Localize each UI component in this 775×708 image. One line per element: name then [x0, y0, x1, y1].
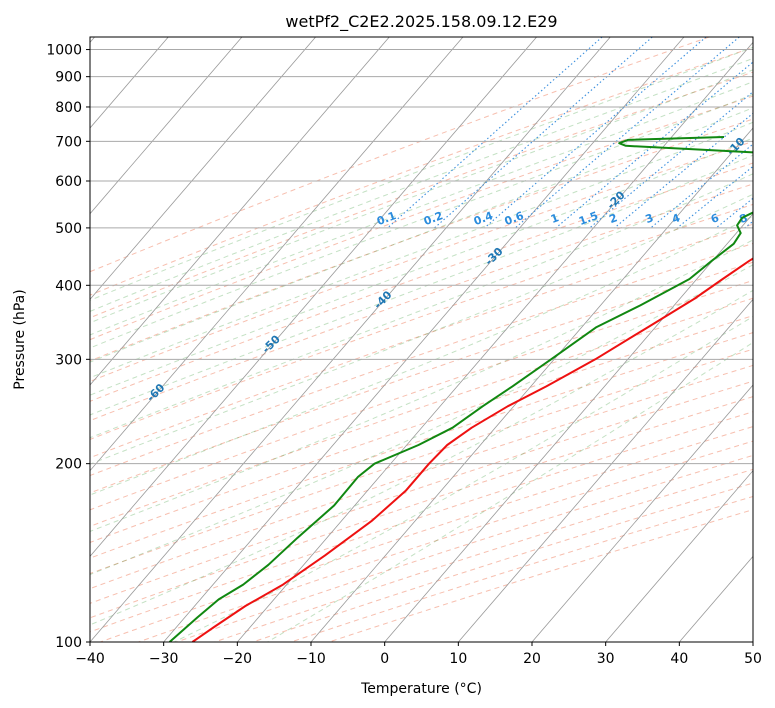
moist-adiabat-line: [267, 341, 753, 642]
moist-adiabat-line: [90, 46, 753, 301]
y-tick-label: 200: [55, 457, 82, 473]
mixing-ratio-line: [767, 37, 775, 228]
plot-frame: [89, 36, 754, 643]
dry-adiabat-line: [90, 364, 753, 590]
mixing-ratio-label: 0.6: [503, 209, 526, 228]
dry-adiabat-line: [214, 468, 753, 642]
moist-adiabat-line: [90, 69, 753, 324]
dry-adiabat-line: [290, 495, 753, 642]
dry-adiabat-line: [90, 95, 753, 341]
moist-adiabats: [90, 46, 753, 642]
x-tick-label: 0: [380, 651, 389, 667]
dry-adiabat-line: [90, 242, 753, 477]
x-axis-ticks: −40 −30 −20 −10 0 10 20 30 40 50: [75, 642, 762, 667]
y-axis-label: Pressure (hPa): [12, 289, 28, 389]
mixing-ratio-label: 0.1: [375, 209, 398, 228]
dry-adiabat-line: [90, 261, 753, 494]
y-tick-label: 500: [55, 221, 82, 237]
y-tick-label: 400: [55, 278, 82, 294]
moist-adiabat-line: [90, 289, 753, 626]
y-tick-label: 800: [55, 100, 82, 116]
dry-adiabat-line: [90, 297, 753, 527]
x-tick-label: −10: [296, 651, 326, 667]
plot-area: -100-90-80-70-60-50-40-30-20-10010203040…: [29, 37, 775, 642]
y-tick-label: 700: [55, 134, 82, 150]
mixing-ratio-label: 2: [607, 211, 619, 226]
mixing-ratio-label: 1.5: [577, 209, 600, 228]
isotherm-line: [752, 641, 753, 642]
dry-adiabat-line: [90, 223, 753, 459]
x-tick-label: 50: [744, 651, 762, 667]
mixing-ratio-label: 3: [644, 211, 656, 226]
isotherms: [90, 37, 753, 642]
mixing-ratio-line: [614, 112, 753, 229]
moist-adiabat-line: [90, 121, 753, 379]
isotherm-line: [237, 41, 753, 642]
moist-adiabat-line: [90, 154, 753, 416]
x-tick-label: 30: [597, 651, 615, 667]
temperature-profile-line: [191, 257, 753, 642]
dry-adiabat-line: [90, 332, 753, 559]
isotherm-line: [90, 37, 243, 215]
isotherm-line: [531, 384, 753, 642]
mixing-ratio-label: 10: [757, 210, 775, 228]
y-tick-label: 600: [55, 174, 82, 190]
mixing-ratio-label: 0.4: [472, 209, 495, 228]
mixing-ratio-label: 1: [549, 211, 561, 226]
isotherm-line: [90, 37, 316, 300]
mixing-ratio-lines: [387, 37, 775, 229]
y-tick-label: 900: [55, 70, 82, 86]
dry-adiabat-line: [90, 315, 753, 543]
y-axis-ticks: 100 200 300 400 500 600 700 800 900 1000: [46, 43, 90, 651]
isotherm-line: [310, 127, 753, 642]
mixing-ratio-line: [434, 37, 653, 229]
x-tick-label: −40: [75, 651, 105, 667]
dewpoint-profile-line: [168, 136, 753, 642]
dry-adiabat-line: [100, 426, 753, 642]
dry-adiabat-line: [90, 183, 753, 422]
moist-adiabat-line: [90, 57, 753, 312]
y-tick-label: 300: [55, 352, 82, 368]
isotherm-line: [679, 555, 753, 642]
x-tick-label: 20: [523, 651, 541, 667]
isotherm-line: [90, 37, 537, 557]
y-tick-label: 100: [55, 635, 82, 651]
x-axis-label: Temperature (°C): [360, 681, 482, 697]
mixing-ratio-label: 8: [738, 211, 750, 226]
isotherm-line: [458, 298, 753, 642]
mixing-ratio-label: 0.2: [422, 209, 445, 228]
mixing-ratio-label: 6: [709, 211, 721, 226]
isotherm-line: [90, 37, 464, 472]
moist-adiabat-line: [173, 315, 753, 642]
isotherm-line: [384, 213, 753, 642]
mixing-ratio-label: 4: [670, 211, 682, 226]
dry-adiabats: [90, 37, 753, 642]
mixing-ratio-line: [715, 197, 753, 229]
x-tick-label: 40: [670, 651, 688, 667]
dry-adiabat-line: [90, 396, 753, 619]
dry-adiabat-line: [90, 37, 710, 273]
dry-adiabat-line: [138, 440, 753, 642]
isotherm-line: [605, 470, 753, 642]
moist-adiabat-line: [90, 173, 753, 439]
mixing-ratio-line: [387, 37, 603, 229]
dry-adiabat-line: [328, 509, 753, 642]
isotherm-label: -70: [29, 429, 52, 452]
moist-adiabat-line: [90, 81, 753, 336]
isotherm-line: [90, 37, 390, 386]
x-tick-label: 10: [449, 651, 467, 667]
x-tick-label: −30: [149, 651, 179, 667]
isotherm-line: [90, 37, 611, 642]
isotherm-line: [163, 37, 685, 642]
pressure-gridlines: [90, 49, 753, 642]
mixing-ratio-line: [514, 37, 740, 229]
chart-title: wetPf2_C2E2.2025.158.09.12.E29: [285, 12, 557, 32]
y-tick-label: 1000: [46, 43, 82, 59]
x-tick-label: −20: [223, 651, 253, 667]
dry-adiabat-line: [90, 162, 753, 402]
sounding-profiles: [168, 136, 753, 642]
mixing-ratio-line: [484, 37, 707, 229]
